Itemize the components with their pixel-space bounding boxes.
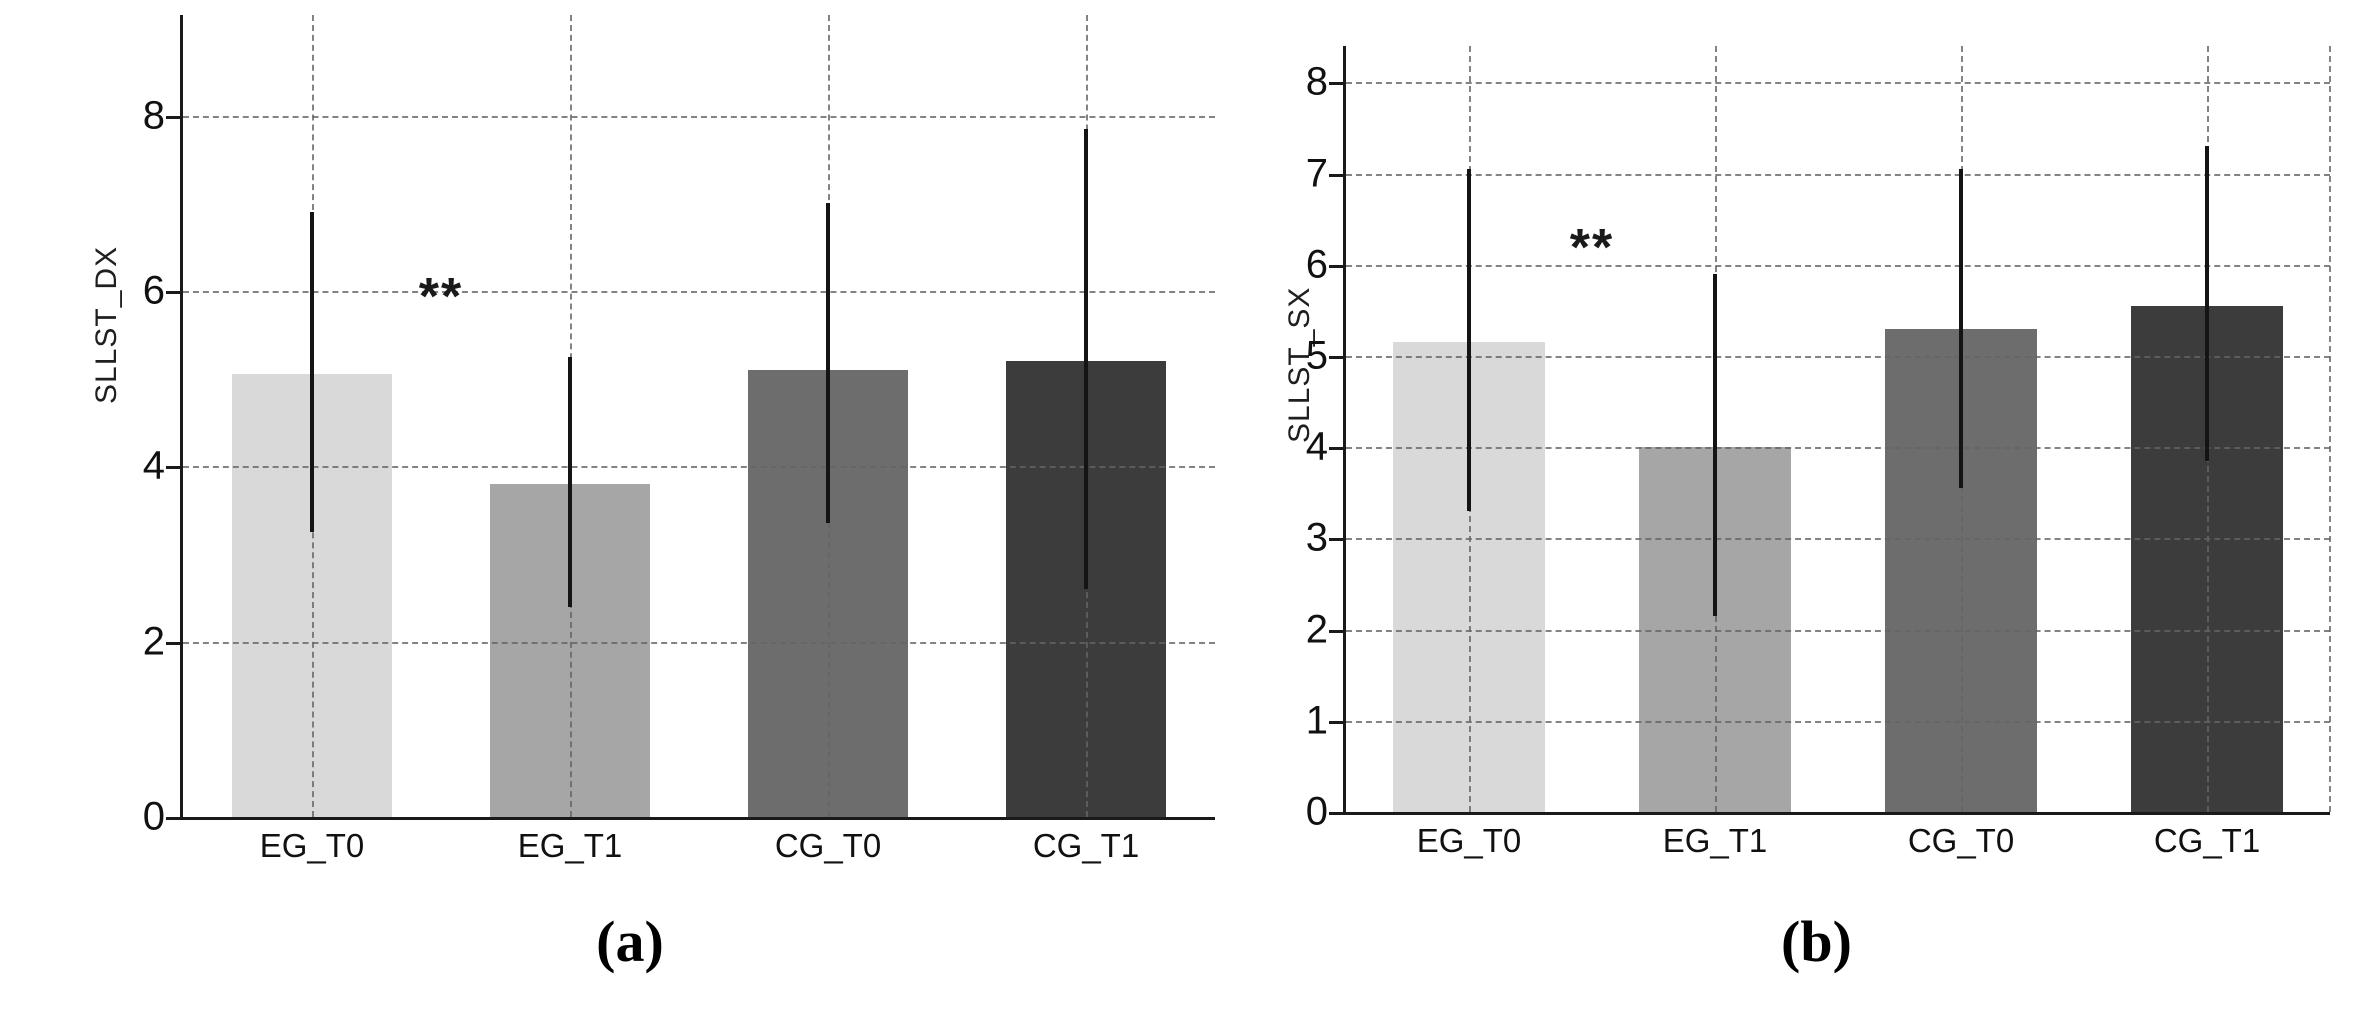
error-bar-EG_T1 bbox=[1713, 273, 1717, 616]
horizontal-gridline bbox=[1346, 538, 2330, 541]
x-tick-label-EG_T1: EG_T1 bbox=[1662, 822, 1768, 859]
y-tick-mark bbox=[166, 817, 180, 820]
horizontal-gridline bbox=[1346, 356, 2330, 359]
x-tick-label-EG_T0: EG_T0 bbox=[1416, 822, 1522, 859]
y-tick-label: 5 bbox=[1305, 333, 1328, 378]
y-tick-label: 0 bbox=[142, 794, 165, 839]
significance-marker: ** bbox=[418, 267, 464, 326]
horizontal-gridline bbox=[1346, 173, 2330, 176]
y-tick-mark bbox=[1329, 356, 1343, 360]
y-axis-title-a: SLLST_DX bbox=[90, 245, 123, 405]
y-tick-mark bbox=[1329, 447, 1343, 451]
y-tick-label: 4 bbox=[142, 443, 165, 488]
error-bar-CG_T0 bbox=[826, 203, 830, 524]
y-tick-mark bbox=[1329, 812, 1343, 815]
x-tick-label-CG_T1: CG_T1 bbox=[1032, 827, 1140, 864]
y-tick-label: 1 bbox=[1305, 698, 1328, 743]
y-tick-mark bbox=[166, 291, 180, 295]
y-tick-label: 2 bbox=[142, 619, 165, 664]
horizontal-gridline bbox=[1346, 720, 2330, 723]
y-tick-mark bbox=[166, 641, 180, 645]
y-tick-label: 2 bbox=[1305, 607, 1328, 652]
error-bar-CG_T1 bbox=[2205, 146, 2209, 461]
horizontal-gridline bbox=[183, 641, 1215, 644]
y-tick-mark bbox=[1329, 629, 1343, 633]
x-tick-label-CG_T1: CG_T1 bbox=[2153, 822, 2261, 859]
plot-area-a: 0 2 4 6 8 EG_T0 EG_T1 CG_T0 CG_T1 ** bbox=[143, 15, 1215, 864]
horizontal-gridline bbox=[1346, 629, 2330, 632]
horizontal-gridline bbox=[183, 466, 1215, 469]
y-tick-mark bbox=[1329, 82, 1343, 86]
horizontal-gridline bbox=[1346, 264, 2330, 267]
panel-b: SLLST_SX 0 1 2 3 4 5 6 7 8 EG_T0 EG_T1 CG_T0 CG_T1 **… bbox=[1255, 0, 2378, 1025]
x-tick-label-EG_T1: EG_T1 bbox=[517, 827, 623, 864]
y-tick-label: 6 bbox=[142, 268, 165, 313]
error-bar-EG_T1 bbox=[568, 356, 572, 607]
y-tick-label: 6 bbox=[1305, 242, 1328, 287]
x-tick-label-CG_T0: CG_T0 bbox=[1907, 822, 2015, 859]
y-tick-mark bbox=[1329, 720, 1343, 724]
panel-caption-a: (a) bbox=[596, 909, 664, 974]
horizontal-gridline bbox=[183, 291, 1215, 294]
y-tick-mark bbox=[166, 115, 180, 119]
panel-caption-b: (b) bbox=[1781, 909, 1852, 974]
panel-a: SLLST_DX 0 2 4 6 8 EG_T0 EG_T1 CG_T0 CG_T1 ** (a) bbox=[40, 0, 1220, 1025]
x-tick-label-EG_T0: EG_T0 bbox=[259, 827, 365, 864]
error-bar-CG_T0 bbox=[1959, 169, 1963, 489]
plot-area-b: 0 1 2 3 4 5 6 7 8 EG_T0 EG_T1 CG_T0 CG_T1 ** bbox=[1306, 46, 2331, 859]
error-bar-EG_T0 bbox=[1467, 169, 1471, 512]
x-tick-label-CG_T0: CG_T0 bbox=[774, 827, 882, 864]
y-tick-label: 4 bbox=[1305, 424, 1328, 469]
y-tick-label: 3 bbox=[1305, 515, 1328, 560]
y-tick-mark bbox=[166, 466, 180, 470]
y-tick-mark bbox=[1329, 264, 1343, 268]
error-bar-EG_T0 bbox=[310, 212, 314, 533]
horizontal-gridline bbox=[183, 115, 1215, 118]
error-bar-CG_T1 bbox=[1084, 128, 1088, 590]
horizontal-gridline bbox=[1346, 447, 2330, 450]
significance-marker: ** bbox=[1569, 219, 1615, 278]
y-tick-mark bbox=[1329, 173, 1343, 177]
vertical-gridline-right-edge bbox=[2329, 46, 2331, 812]
y-tick-mark bbox=[1329, 538, 1343, 542]
y-tick-label: 8 bbox=[1305, 59, 1328, 104]
y-tick-label: 0 bbox=[1305, 789, 1328, 834]
horizontal-gridline bbox=[1346, 82, 2330, 85]
y-tick-label: 7 bbox=[1305, 151, 1328, 196]
y-tick-label: 8 bbox=[142, 93, 165, 138]
